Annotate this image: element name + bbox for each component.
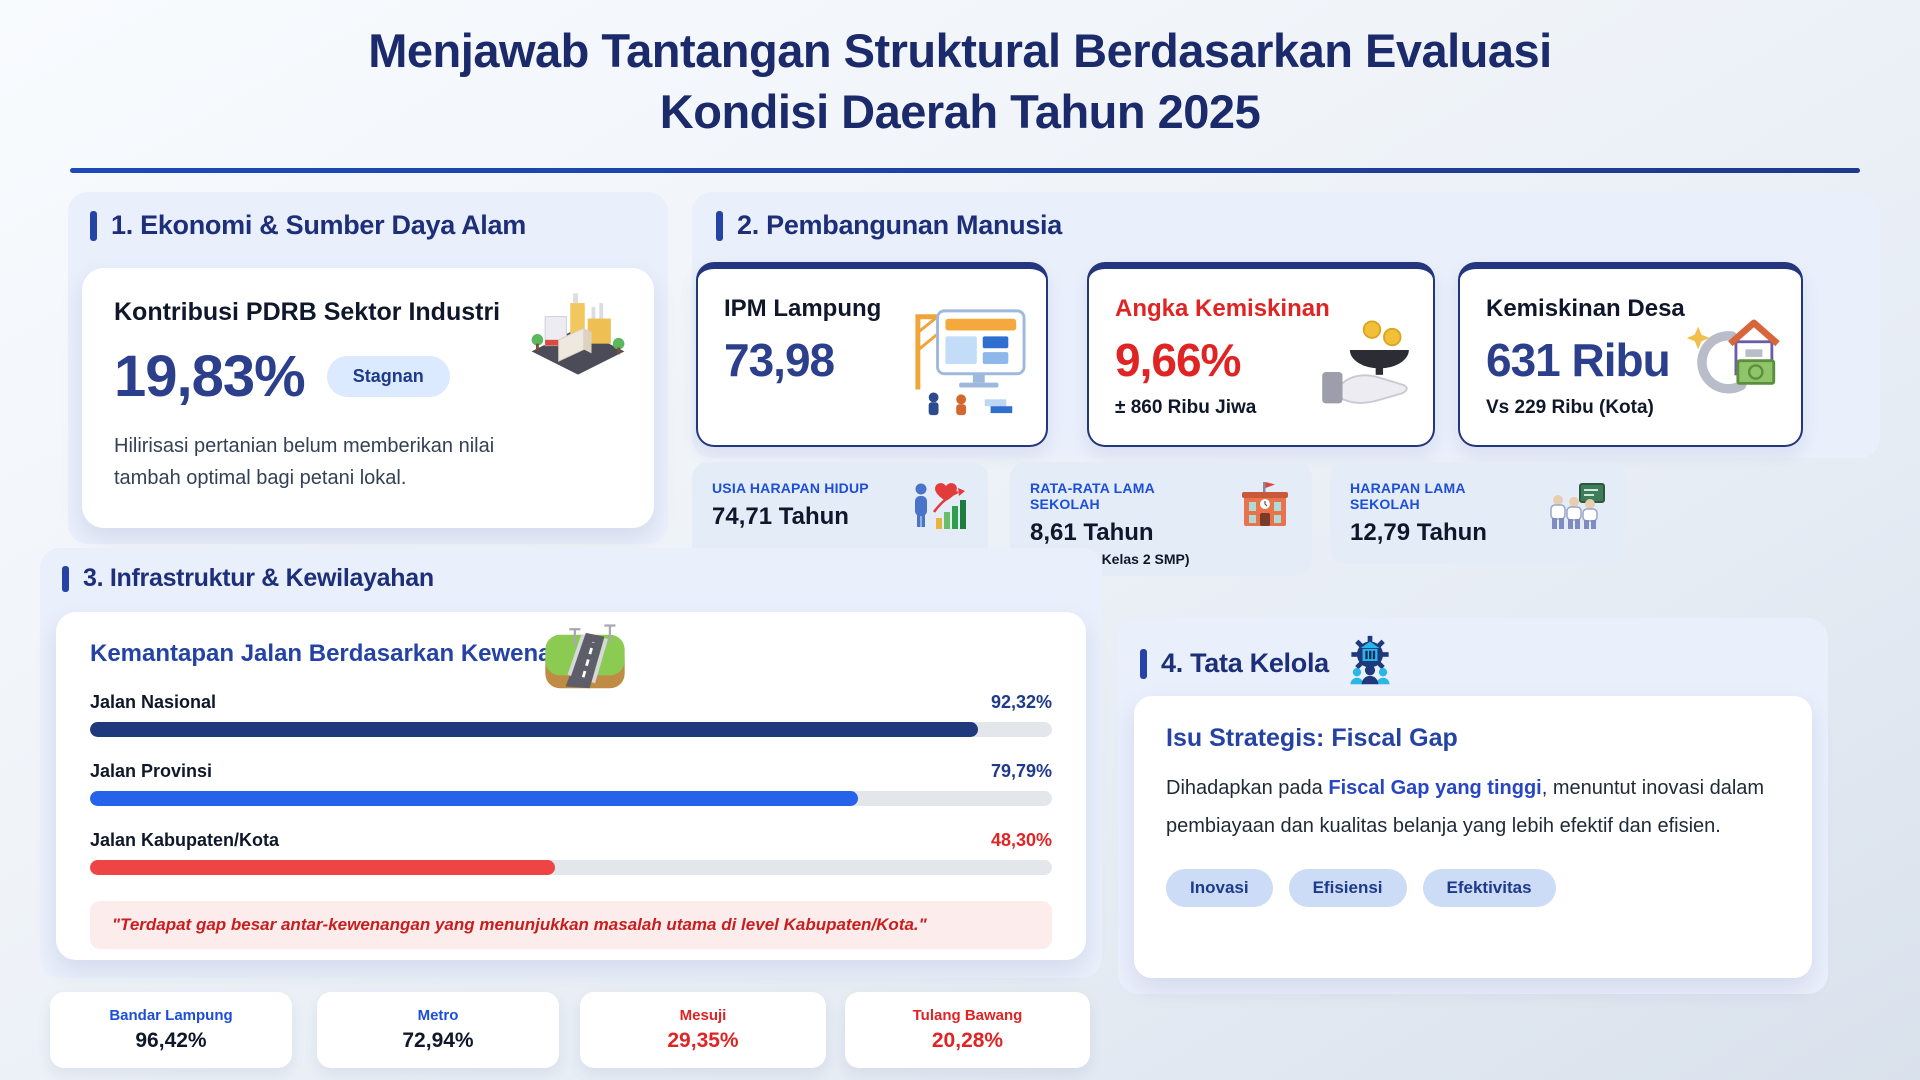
- region-value: 96,42%: [135, 1029, 207, 1052]
- fiscal-gap-title: Isu Strategis: Fiscal Gap: [1166, 724, 1458, 752]
- section-infrastructure-title: 3. Infrastruktur & Kewilayahan: [83, 564, 434, 592]
- gap-quote-box: "Terdapat gap besar antar-kewenangan yan…: [90, 901, 1052, 949]
- bar-fill-province: [90, 791, 858, 806]
- page-title: Menjawab Tantangan Struktural Berdasarka…: [0, 20, 1920, 142]
- village-poverty-value: 631 Ribu: [1486, 334, 1671, 386]
- governance-icon: [1343, 634, 1397, 693]
- region-name: Mesuji: [679, 1007, 727, 1024]
- poverty-rate-subtitle: ± 860 Ribu Jiwa: [1115, 397, 1257, 418]
- life-expectancy-stat-card: USIA HARAPAN HIDUP 74,71 Tahun: [692, 462, 988, 564]
- mean-schooling-label: RATA-RATA LAMA SEKOLAH: [1030, 480, 1155, 512]
- village-poverty-card: Kemiskinan Desa 631 Ribu Vs 229 Ribu (Ko…: [1458, 262, 1803, 447]
- region-name: Metro: [417, 1007, 459, 1024]
- region-value: 72,94%: [402, 1029, 474, 1052]
- bar-fill-national: [90, 722, 979, 737]
- region-name: Tulang Bawang: [912, 1007, 1023, 1024]
- life-expectancy-value: 74,71 Tahun: [712, 503, 849, 530]
- section-governance-header: 4. Tata Kelola: [1140, 634, 1397, 693]
- section-human-development-header: 2. Pembangunan Manusia: [716, 210, 1062, 241]
- governance-tags: Inovasi Efisiensi Efektivitas: [1166, 869, 1780, 907]
- bar-track: [90, 722, 1052, 737]
- section-economy-title: 1. Ekonomi & Sumber Daya Alam: [111, 210, 526, 240]
- section-accent-bar: [90, 210, 97, 241]
- section-economy-header: 1. Ekonomi & Sumber Daya Alam: [90, 210, 526, 241]
- road-chart-title: Kemantapan Jalan Berdasarkan Kewenangan: [90, 640, 609, 667]
- pdrb-value: 19,83%: [114, 344, 306, 409]
- page-title-line1: Menjawab Tantangan Struktural Berdasarka…: [368, 24, 1552, 77]
- ipm-card-value: 73,98: [724, 334, 835, 386]
- section-infrastructure-header: 3. Infrastruktur & Kewilayahan: [62, 564, 434, 593]
- bar-row-national: Jalan Nasional 92,32%: [90, 692, 1052, 737]
- road-icon: [534, 620, 636, 697]
- section-human-development-title: 2. Pembangunan Manusia: [737, 210, 1062, 240]
- bar-label-province: Jalan Provinsi: [90, 761, 213, 781]
- section-economy-panel: 1. Ekonomi & Sumber Daya Alam Kontribusi…: [68, 192, 668, 544]
- section-accent-bar: [716, 210, 723, 241]
- region-card-metro: Metro 72,94%: [317, 992, 559, 1068]
- poverty-rate-title: Angka Kemiskinan: [1115, 295, 1330, 322]
- bar-row-province: Jalan Provinsi 79,79%: [90, 761, 1052, 806]
- alms-hand-icon: [1313, 313, 1419, 414]
- section-accent-bar: [62, 565, 69, 592]
- life-expectancy-icon: [910, 480, 968, 537]
- bar-row-regency: Jalan Kabupaten/Kota 48,30%: [90, 830, 1052, 875]
- pdrb-card-title: Kontribusi PDRB Sektor Industri: [114, 298, 501, 326]
- tag-efisiensi: Efisiensi: [1288, 869, 1407, 907]
- poverty-rate-value: 9,66%: [1115, 334, 1241, 386]
- region-card-bandar-lampung: Bandar Lampung 96,42%: [50, 992, 292, 1068]
- section-accent-bar: [1140, 648, 1147, 679]
- school-building-icon: [1238, 480, 1292, 537]
- bar-label-regency: Jalan Kabupaten/Kota: [90, 830, 280, 850]
- title-divider: [70, 168, 1860, 173]
- expected-schooling-label: HARAPAN LAMA SEKOLAH: [1350, 480, 1466, 512]
- section-governance-title: 4. Tata Kelola: [1161, 648, 1329, 678]
- village-house-money-icon: [1683, 307, 1787, 408]
- fiscal-gap-body-prefix: Dihadapkan pada: [1166, 777, 1329, 799]
- expected-schooling-stat-card: HARAPAN LAMA SEKOLAH 12,79 Tahun: [1330, 462, 1626, 564]
- section-infrastructure-panel: 3. Infrastruktur & Kewilayahan Kemantapa…: [40, 548, 1102, 978]
- region-card-tulang-bawang: Tulang Bawang 20,28%: [845, 992, 1090, 1068]
- fiscal-gap-card: Isu Strategis: Fiscal Gap Dihadapkan pad…: [1134, 696, 1812, 978]
- mean-schooling-stat-card: RATA-RATA LAMA SEKOLAH 8,61 Tahun (Setin…: [1010, 462, 1312, 576]
- gap-quote-text: "Terdapat gap besar antar-kewenangan yan…: [112, 915, 927, 934]
- stagnan-badge: Stagnan: [326, 356, 450, 397]
- region-value: 29,35%: [667, 1029, 739, 1052]
- life-expectancy-label: USIA HARAPAN HIDUP: [712, 480, 869, 496]
- page-title-line2: Kondisi Daerah Tahun 2025: [659, 85, 1261, 139]
- bar-value-national: 92,32%: [990, 692, 1052, 712]
- bar-value-province: 79,79%: [990, 761, 1052, 781]
- fiscal-gap-body: Dihadapkan pada Fiscal Gap yang tinggi, …: [1166, 769, 1780, 845]
- bar-track: [90, 791, 1052, 806]
- students-icon: [1546, 480, 1606, 537]
- region-card-mesuji: Mesuji 29,35%: [580, 992, 826, 1068]
- expected-schooling-value: 12,79 Tahun: [1350, 519, 1487, 546]
- road-chart-card: Kemantapan Jalan Berdasarkan Kewenangan …: [56, 612, 1086, 960]
- region-name: Bandar Lampung: [109, 1007, 233, 1024]
- village-poverty-subtitle: Vs 229 Ribu (Kota): [1486, 397, 1654, 418]
- ipm-card-title: IPM Lampung: [724, 295, 882, 322]
- poverty-rate-card: Angka Kemiskinan 9,66% ± 860 Ribu Jiwa: [1087, 262, 1435, 447]
- fiscal-gap-highlight: Fiscal Gap yang tinggi: [1328, 777, 1542, 799]
- section-human-development-panel: 2. Pembangunan Manusia IPM Lampung 73,98: [692, 192, 1880, 458]
- village-poverty-title: Kemiskinan Desa: [1486, 295, 1685, 322]
- mean-schooling-value: 8,61 Tahun: [1030, 519, 1154, 546]
- tag-efektivitas: Efektivitas: [1422, 869, 1556, 907]
- website-construction-icon: [904, 303, 1032, 424]
- fiscal-gap-body-suffix: , menuntut inovasi dalam pembiayaan dan …: [1166, 777, 1765, 837]
- pdrb-description: Hilirisasi pertanian belum memberikan ni…: [114, 435, 495, 489]
- bar-fill-regency: [90, 860, 555, 875]
- tag-inovasi: Inovasi: [1166, 869, 1273, 907]
- ipm-card: IPM Lampung 73,98: [696, 262, 1048, 447]
- region-value: 20,28%: [931, 1029, 1004, 1052]
- bar-label-national: Jalan Nasional: [90, 692, 217, 712]
- pdrb-card: Kontribusi PDRB Sektor Industri: [82, 268, 654, 528]
- factory-icon: [520, 288, 636, 385]
- bar-value-regency: 48,30%: [990, 830, 1052, 850]
- bar-track: [90, 860, 1052, 875]
- section-governance-panel: 4. Tata Kelola: [1118, 618, 1828, 994]
